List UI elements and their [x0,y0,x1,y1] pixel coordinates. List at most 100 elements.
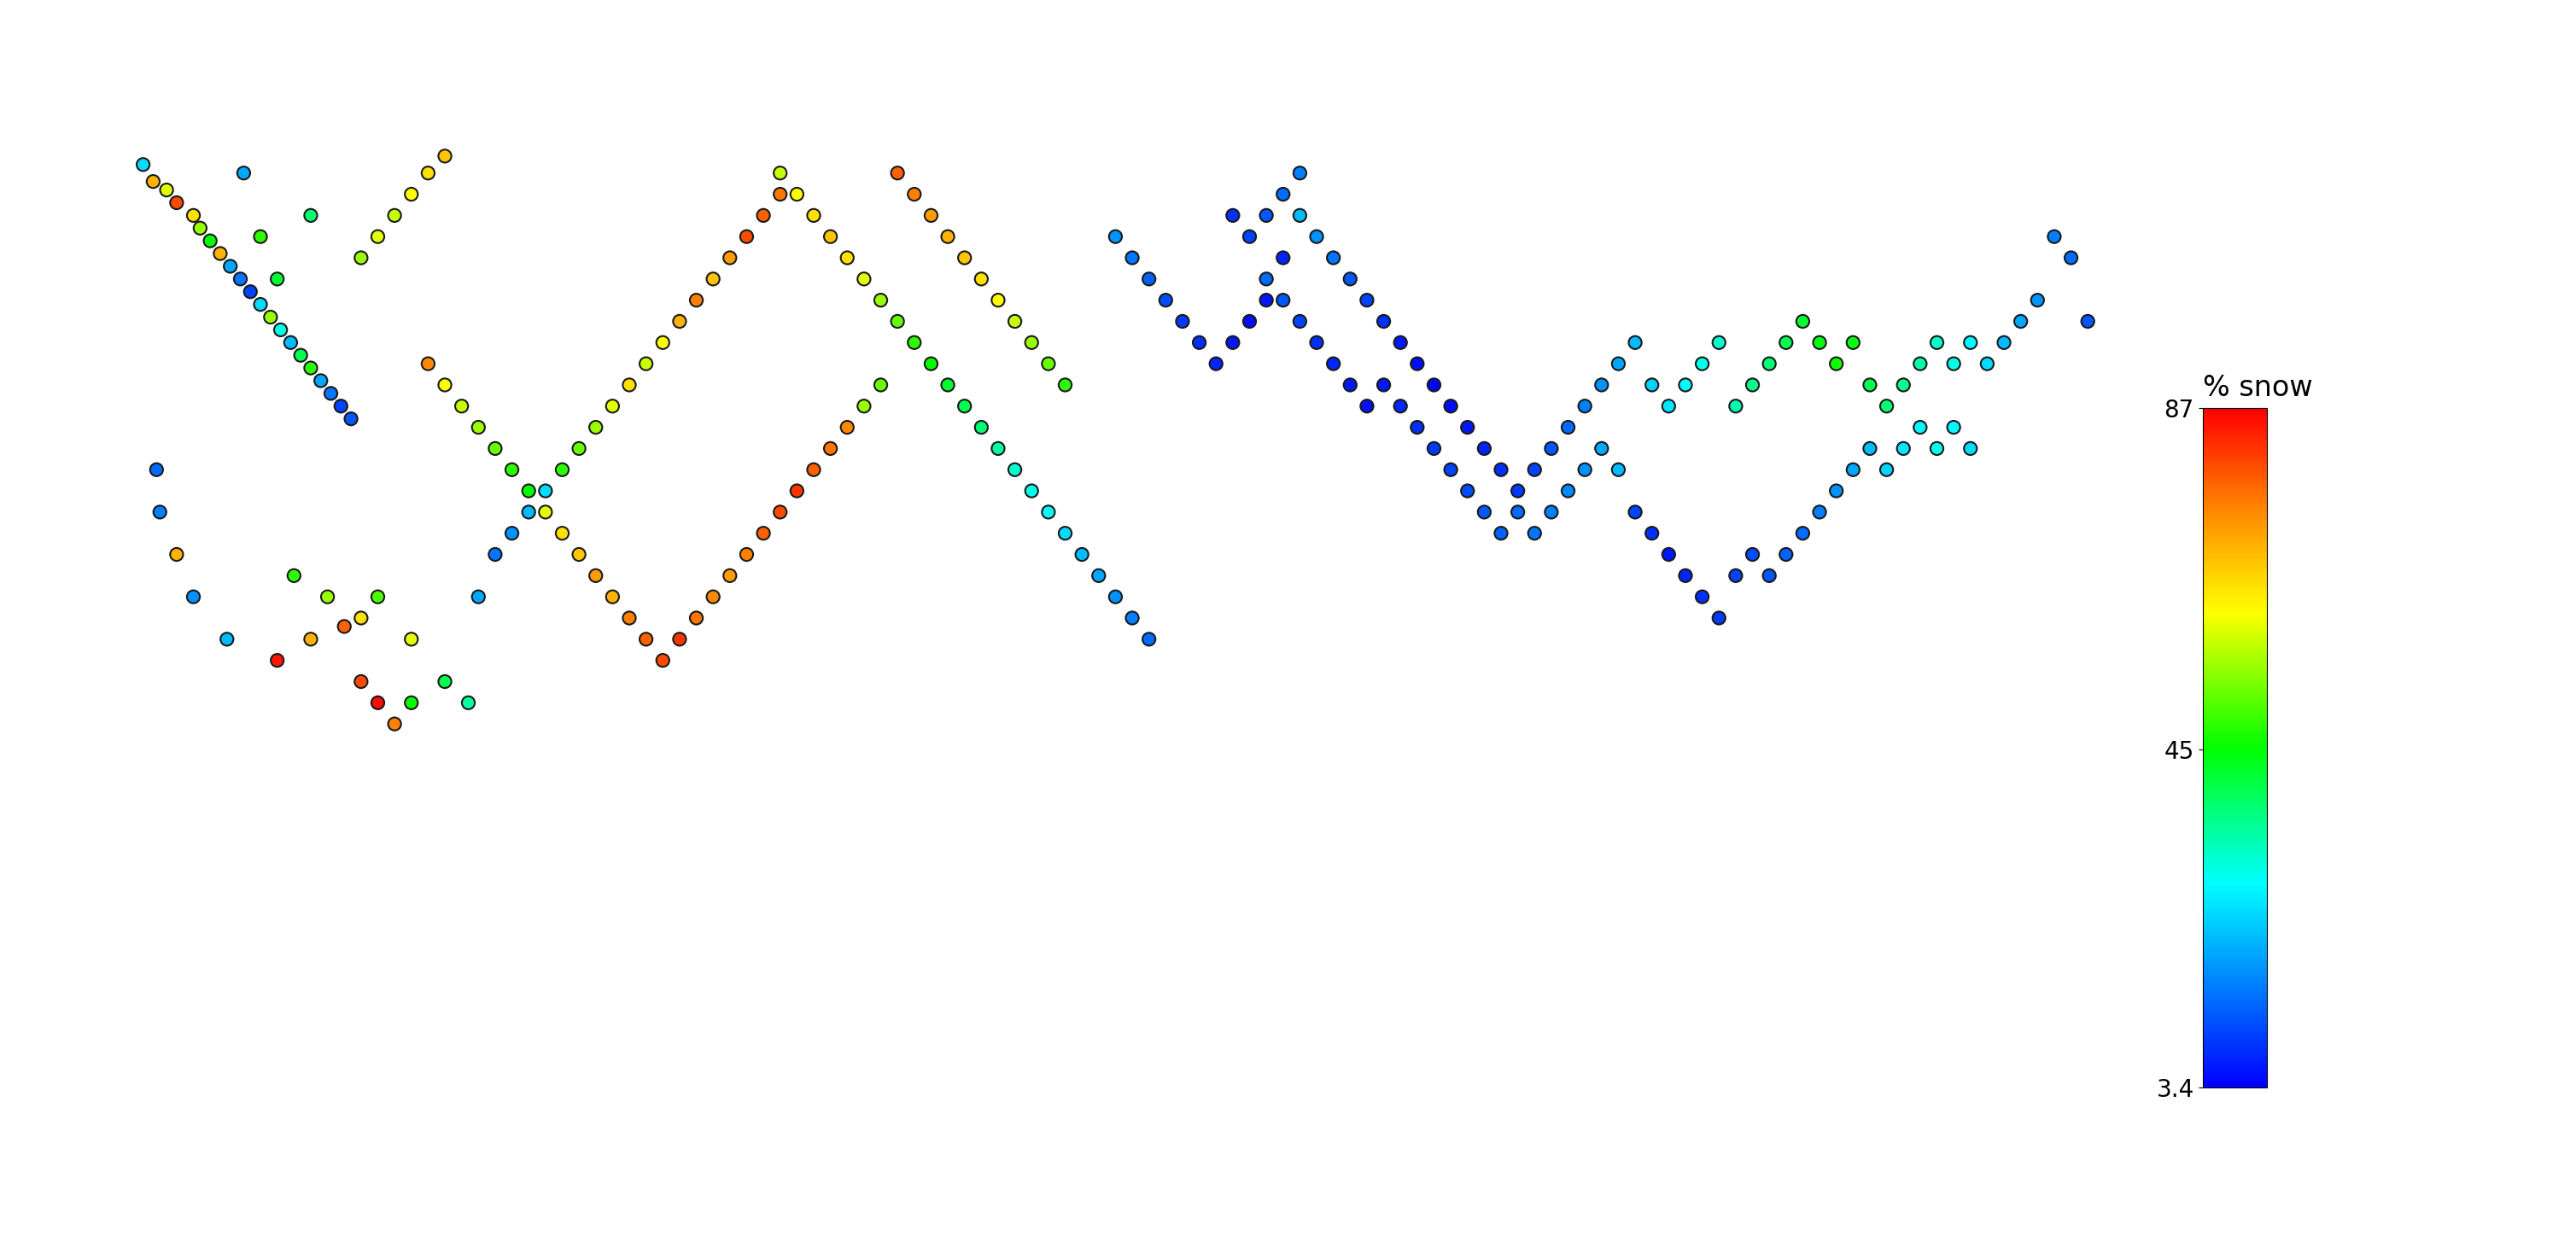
Point [574,566,616,586]
Point [407,353,448,373]
Point [325,617,366,637]
Point [1497,502,1538,522]
Point [1430,397,1471,417]
Point [1381,332,1422,352]
Point [1984,332,2025,352]
Point [358,226,399,246]
Point [675,290,716,310]
Point [1765,545,1806,565]
Point [1262,248,1303,268]
Point [2017,290,2058,310]
Point [574,418,616,438]
Point [526,481,567,501]
Point [425,375,466,394]
Point [1028,353,1069,373]
Point [659,311,701,331]
Point [1515,523,1556,543]
Point [943,397,984,417]
Point [842,397,884,417]
Point [693,587,734,607]
Point [1917,439,1958,459]
Point [1430,460,1471,480]
Point [180,219,222,239]
Point [1347,397,1388,417]
Point [131,172,173,192]
Point [260,320,301,340]
Point [909,205,951,225]
Point [1162,311,1203,331]
Point [793,460,835,480]
Point [961,269,1002,289]
Point [1195,353,1236,373]
Point [726,545,768,565]
Point [358,693,399,713]
Point [340,671,381,691]
Point [1314,248,1355,268]
Point [1247,205,1288,225]
Point [608,608,649,628]
Point [1649,545,1690,565]
Point [137,460,178,480]
Point [541,460,582,480]
Point [258,269,299,289]
Point [976,290,1018,310]
Point [240,294,281,314]
Point [474,545,515,565]
Point [392,629,433,649]
Point [459,587,500,607]
Point [1883,439,1924,459]
Point [270,332,312,352]
Point [976,439,1018,459]
Point [492,523,533,543]
Point [229,282,270,302]
Point [1229,226,1270,246]
Point [340,608,381,628]
Point [1548,481,1589,501]
Point [827,418,868,438]
Point [626,629,667,649]
Point [775,481,817,501]
Point [1899,353,1940,373]
Point [1850,375,1891,394]
Point [1950,332,1991,352]
Point [760,163,801,183]
Point [1262,290,1303,310]
Point [1414,439,1455,459]
Point [1213,205,1255,225]
Text: % snow: % snow [2202,373,2313,402]
Point [1932,353,1973,373]
Point [1917,332,1958,352]
Point [742,523,783,543]
Point [592,587,634,607]
Point [301,371,343,391]
Point [1028,502,1069,522]
Point [842,269,884,289]
Point [1832,460,1873,480]
Point [224,163,265,183]
Point [392,693,433,713]
Point [1381,397,1422,417]
Point [1079,566,1121,586]
Point [2050,248,2092,268]
Point [1832,332,1873,352]
Point [1682,587,1723,607]
Point [425,671,466,691]
Point [1113,608,1154,628]
Point [1765,332,1806,352]
Point [1463,502,1504,522]
Point [760,184,801,204]
Point [1865,397,1906,417]
Point [209,256,250,276]
Point [1597,460,1638,480]
Point [358,587,399,607]
Point [1296,226,1337,246]
Point [641,332,683,352]
Point [392,184,433,204]
Point [659,629,701,649]
Point [1816,481,1857,501]
Point [1664,375,1705,394]
Point [608,375,649,394]
Point [191,231,232,251]
Point [1664,566,1705,586]
Point [1128,269,1170,289]
